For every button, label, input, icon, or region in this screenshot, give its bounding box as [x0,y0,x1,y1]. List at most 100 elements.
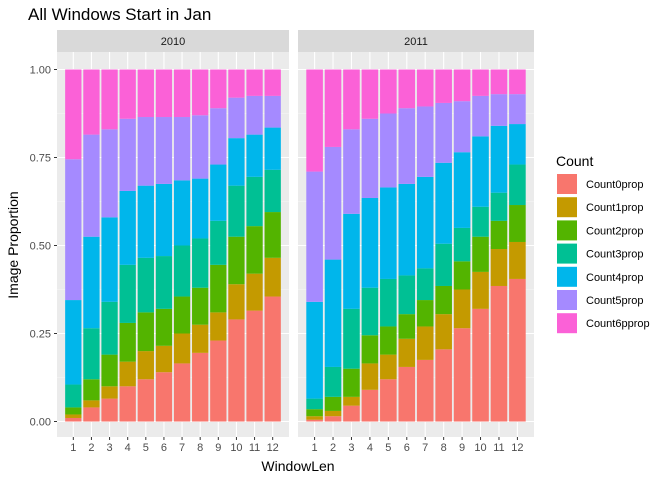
bar-segment-count6pprop-5 [380,69,397,114]
bar-segment-count4prop-7 [416,176,434,269]
bar-segment-count4prop-12 [264,127,281,170]
bar-segment-count3prop-1 [65,384,82,408]
x-tick-label: 11 [493,442,504,454]
bar-segment-count0prop-11 [490,285,508,422]
bar-segment-count3prop-12 [509,164,526,206]
legend-label: Count3prop [586,249,644,261]
bars [65,69,281,422]
bar-segment-count0prop-3 [343,405,360,422]
legend-swatch [557,197,577,218]
legend-label: Count2prop [586,225,644,237]
bar-segment-count4prop-8 [435,162,452,244]
bar-segment-count0prop-12 [509,278,526,422]
bar-segment-count4prop-10 [472,136,489,207]
bar-segment-count2prop-7 [416,300,434,327]
legend-swatch [557,174,577,194]
bar-segment-count1prop-6 [398,338,416,367]
bar-segment-count0prop-7 [416,359,434,422]
bar-segment-count5prop-2 [324,146,342,260]
legend-swatch [557,313,577,334]
x-tick-label: 3 [348,442,354,454]
bar-segment-count5prop-2 [83,134,100,237]
bar-segment-count1prop-10 [472,271,489,309]
bar-segment-count0prop-2 [324,416,342,422]
bar-segment-count4prop-6 [155,183,173,257]
bar-segment-count2prop-6 [398,314,416,339]
facet-panel-2010: 2010 [57,30,289,437]
legend-item-count4prop: Count4prop [557,266,644,287]
bar-segment-count1prop-4 [119,361,136,387]
bar-segment-count1prop-11 [490,249,508,286]
y-tick-label: 0.75 [30,153,51,165]
bar-segment-count4prop-6 [398,183,416,276]
bar-segment-count2prop-2 [324,396,342,411]
bar-segment-count4prop-2 [324,259,342,367]
bar-segment-count6pprop-10 [228,69,245,98]
bar-segment-count6pprop-8 [192,69,209,116]
bar-segment-count6pprop-12 [264,69,281,96]
bar-segment-count2prop-1 [306,409,323,417]
bar-segment-count1prop-7 [416,326,434,360]
bar-segment-count6pprop-11 [490,69,508,95]
bar-segment-count0prop-1 [306,419,323,422]
facets: 2010 2011 [57,30,534,437]
x-tick-label: 4 [367,442,373,454]
bar-segment-count4prop-1 [65,300,82,385]
bar-segment-count5prop-9 [210,108,227,165]
bar-segment-count0prop-9 [210,340,227,422]
y-tick-label: 0.25 [30,329,51,341]
bar-segment-count3prop-5 [380,278,397,327]
bar-segment-count5prop-3 [343,129,360,214]
y-tick-label: 0.00 [30,417,51,429]
bar-segment-count4prop-4 [119,190,136,265]
x-tick-label: 5 [385,442,391,454]
facet-strip [298,30,534,52]
bar-segment-count6pprop-2 [83,69,100,135]
bar-segment-count6pprop-1 [306,69,323,172]
bar-segment-count1prop-5 [137,351,154,380]
x-tick-label: 9 [459,442,465,454]
bar-segment-count5prop-5 [137,117,154,186]
bar-segment-count3prop-4 [119,264,136,323]
x-tick-label: 11 [249,442,260,454]
bar-segment-count1prop-3 [101,386,118,399]
bar-segment-count4prop-4 [361,197,379,288]
legend-item-count1prop: Count1prop [557,197,644,218]
facet-panel-2011: 2011 [298,30,534,437]
bar-segment-count0prop-4 [361,389,379,422]
legend-item-count6pprop: Count6pprop [557,313,650,334]
bar-segment-count3prop-7 [173,245,191,297]
bar-segment-count4prop-10 [228,138,245,186]
bar-segment-count3prop-12 [264,169,281,213]
legend-title: Count [556,153,593,169]
x-tick-label: 8 [197,442,203,454]
bar-segment-count1prop-7 [173,333,191,364]
bar-segment-count5prop-11 [246,95,263,135]
x-tick-label: 6 [161,442,167,454]
bar-segment-count5prop-4 [119,118,136,191]
bar-segment-count2prop-7 [173,296,191,334]
bar-segment-count1prop-9 [210,312,227,341]
legend-swatch [557,290,577,310]
bar-segment-count4prop-1 [306,301,323,399]
bar-segment-count6pprop-2 [324,69,342,147]
bar-segment-count1prop-12 [509,241,526,279]
bar-segment-count5prop-1 [306,171,323,302]
x-tick-label: 4 [125,442,131,454]
bar-segment-count0prop-11 [246,310,263,422]
bar-segment-count1prop-3 [343,396,360,406]
chart-title: All Windows Start in Jan [28,5,211,24]
bar-segment-count5prop-1 [65,159,82,301]
bar-segment-count1prop-4 [361,363,379,390]
bar-segment-count1prop-8 [435,314,452,350]
legend-swatch [557,243,577,264]
bar-segment-count2prop-3 [101,354,118,387]
bar-segment-count2prop-3 [343,368,360,397]
x-tick-label: 10 [230,442,242,454]
legend-swatch [557,220,577,241]
bar-segment-count4prop-3 [343,213,360,309]
bar-segment-count3prop-2 [324,366,342,397]
bar-segment-count6pprop-10 [472,69,489,96]
legend-item-count3prop: Count3prop [557,243,644,264]
x-axis-title: WindowLen [261,458,334,474]
